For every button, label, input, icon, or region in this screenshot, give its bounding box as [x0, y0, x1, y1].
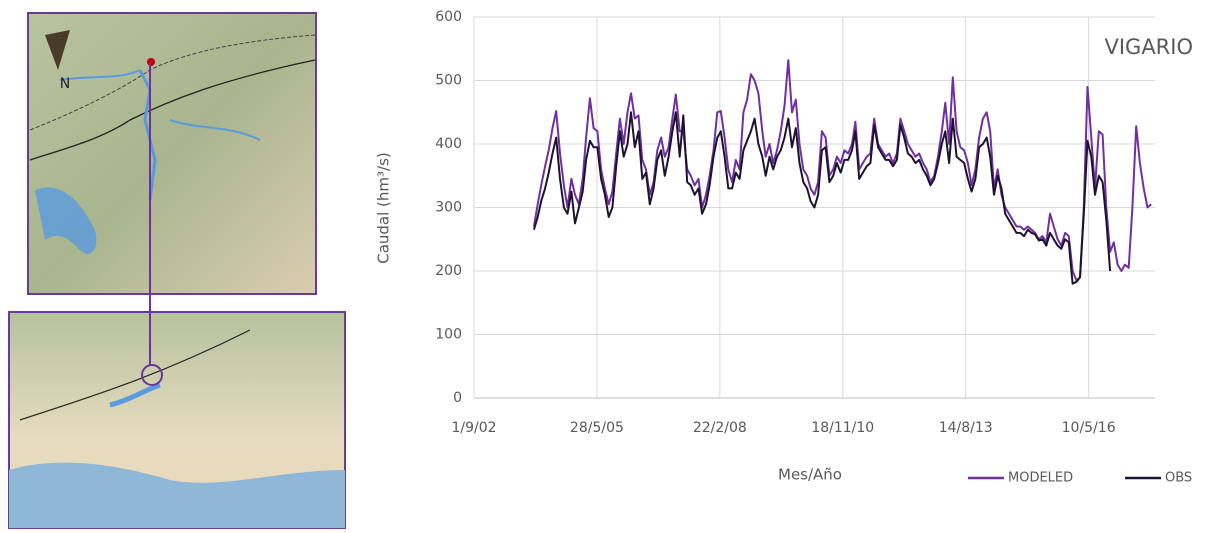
y-axis-label: Caudal (hm³/s)	[375, 152, 393, 264]
legend-label: MODELED	[1008, 471, 1073, 486]
page: N VIGARIO Caudal (hm³/s) Mes/Año 0 100 200…	[0, 0, 1222, 529]
legend-label: OBS	[1165, 471, 1192, 486]
x-tick-label: 28/5/05	[570, 420, 624, 436]
y-tick-label: 100	[435, 327, 462, 343]
north-label: N	[60, 76, 70, 92]
x-tick-label: 1/9/02	[451, 420, 496, 436]
y-tick-label: 200	[435, 263, 462, 279]
y-tick-label: 400	[435, 136, 462, 152]
y-tick-label: 300	[435, 200, 462, 216]
map-bottom	[9, 312, 345, 528]
x-tick-label: 22/2/08	[693, 420, 747, 436]
x-tick-label: 14/8/13	[939, 420, 993, 436]
annotation: VIGARIO	[1104, 35, 1193, 59]
y-tick-label: 600	[435, 9, 462, 25]
x-axis-label: Mes/Año	[778, 466, 842, 484]
x-tick-label: 18/11/10	[811, 420, 874, 436]
y-tick-label: 0	[453, 390, 462, 406]
x-tick-label: 10/5/16	[1062, 420, 1116, 436]
y-tick-label: 500	[435, 73, 462, 89]
map-top: N	[28, 13, 316, 294]
